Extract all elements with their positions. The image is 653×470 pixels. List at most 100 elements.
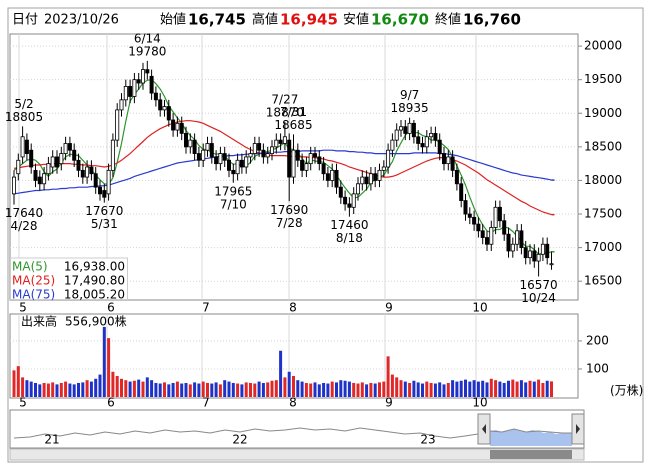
volume-bar: [107, 338, 111, 397]
candle-body: [63, 143, 68, 154]
candle-body: [231, 169, 236, 175]
candle-body: [261, 149, 266, 158]
volume-bar: [270, 380, 274, 397]
candle-body: [502, 220, 507, 235]
annotation-value: 18685: [274, 118, 312, 132]
volume-bar: [25, 380, 29, 397]
volume-bar: [137, 379, 141, 397]
scrollbar-track[interactable]: [9, 448, 585, 461]
volume-bar: [218, 384, 222, 397]
volume-bar: [541, 382, 545, 397]
candle-body: [278, 139, 283, 144]
ma-line: [13, 120, 552, 216]
candle-body: [424, 136, 429, 148]
candle-body: [394, 129, 399, 141]
volume-bar: [240, 384, 244, 397]
candle-body: [463, 200, 468, 215]
legend-name: MA(5): [12, 260, 48, 274]
candle-body: [386, 149, 391, 168]
volume-bar: [249, 382, 252, 397]
field-value: 16,670: [371, 11, 429, 29]
volume-bar: [287, 371, 291, 397]
volume-bar: [244, 382, 248, 397]
candle-body: [403, 126, 408, 134]
candle-body: [549, 263, 554, 266]
volume-bar: [274, 380, 278, 397]
candle-body: [377, 169, 382, 181]
candle-body: [321, 163, 326, 175]
x-tick-label: 7: [202, 301, 210, 315]
candle-body: [171, 119, 176, 131]
volume-bar: [124, 380, 128, 397]
volume-bar: [360, 382, 364, 397]
y-tick-label: 18500: [584, 139, 622, 153]
y-tick-label: 16500: [584, 274, 622, 288]
candle-body: [347, 203, 352, 208]
ma-line: [13, 149, 552, 195]
candle-body: [295, 149, 300, 161]
candle-body: [528, 250, 533, 259]
volume-bar: [421, 383, 424, 397]
volume-bar: [532, 381, 536, 397]
candle-body: [269, 146, 274, 154]
legend-value: 16,938.00: [64, 260, 125, 274]
candle-body: [244, 156, 249, 168]
x-tick-label: 5: [19, 396, 27, 410]
legend-box: [10, 257, 128, 300]
field-value: 16,760: [463, 11, 521, 29]
volume-bar: [167, 384, 171, 397]
candle-body: [132, 79, 137, 97]
volume-bar: [545, 380, 549, 397]
volume-bar: [253, 383, 257, 397]
candle-body: [218, 153, 223, 165]
ma-line: [13, 79, 552, 255]
candle-body: [76, 159, 81, 171]
candle-body: [102, 190, 107, 198]
volume-bar: [34, 382, 37, 397]
volume-bar: [261, 382, 265, 397]
annotation-date: 6/14: [134, 31, 161, 45]
candle-body: [364, 176, 369, 185]
navigator-line: [13, 427, 572, 439]
volume-bar: [537, 379, 541, 397]
candle-body: [304, 163, 309, 171]
candle-body: [355, 183, 360, 195]
volume-bar: [72, 384, 76, 397]
candle-body: [42, 173, 47, 185]
annotation-value: 17690: [270, 203, 308, 217]
navigator-selection: [490, 429, 572, 446]
candle-body: [85, 166, 90, 178]
volume-bar: [283, 377, 287, 397]
candle-body: [179, 122, 184, 134]
candle-body: [467, 213, 472, 218]
volume-bar: [528, 380, 532, 397]
scrollbar-thumb[interactable]: [490, 450, 572, 459]
candle-body: [239, 159, 244, 168]
candle-body: [106, 169, 111, 195]
candle-body: [115, 109, 120, 141]
candle-body: [330, 169, 335, 181]
candle-body: [515, 230, 520, 245]
candle-body: [308, 153, 313, 165]
candle-body: [532, 250, 537, 262]
volume-bar: [347, 381, 351, 397]
candle-body: [209, 143, 214, 158]
candle-body: [343, 196, 348, 205]
candle-body: [222, 153, 227, 161]
volume-bar: [322, 382, 326, 397]
legend-value: 18,005.20: [64, 288, 125, 302]
volume-bar: [180, 383, 184, 397]
x-tick-label: 6: [107, 396, 115, 410]
candle-body: [420, 143, 425, 148]
candle-body: [282, 136, 287, 144]
candle-body: [183, 133, 188, 148]
legend-name: MA(25): [12, 274, 55, 288]
candle-body: [93, 173, 98, 188]
volume-bar: [403, 381, 407, 397]
volume-bar: [524, 382, 528, 397]
volume-bar: [210, 383, 214, 397]
volume-bar: [472, 380, 476, 397]
annotation-value: 19780: [128, 44, 166, 58]
volume-bar: [326, 383, 330, 397]
volume-bar: [158, 383, 162, 397]
